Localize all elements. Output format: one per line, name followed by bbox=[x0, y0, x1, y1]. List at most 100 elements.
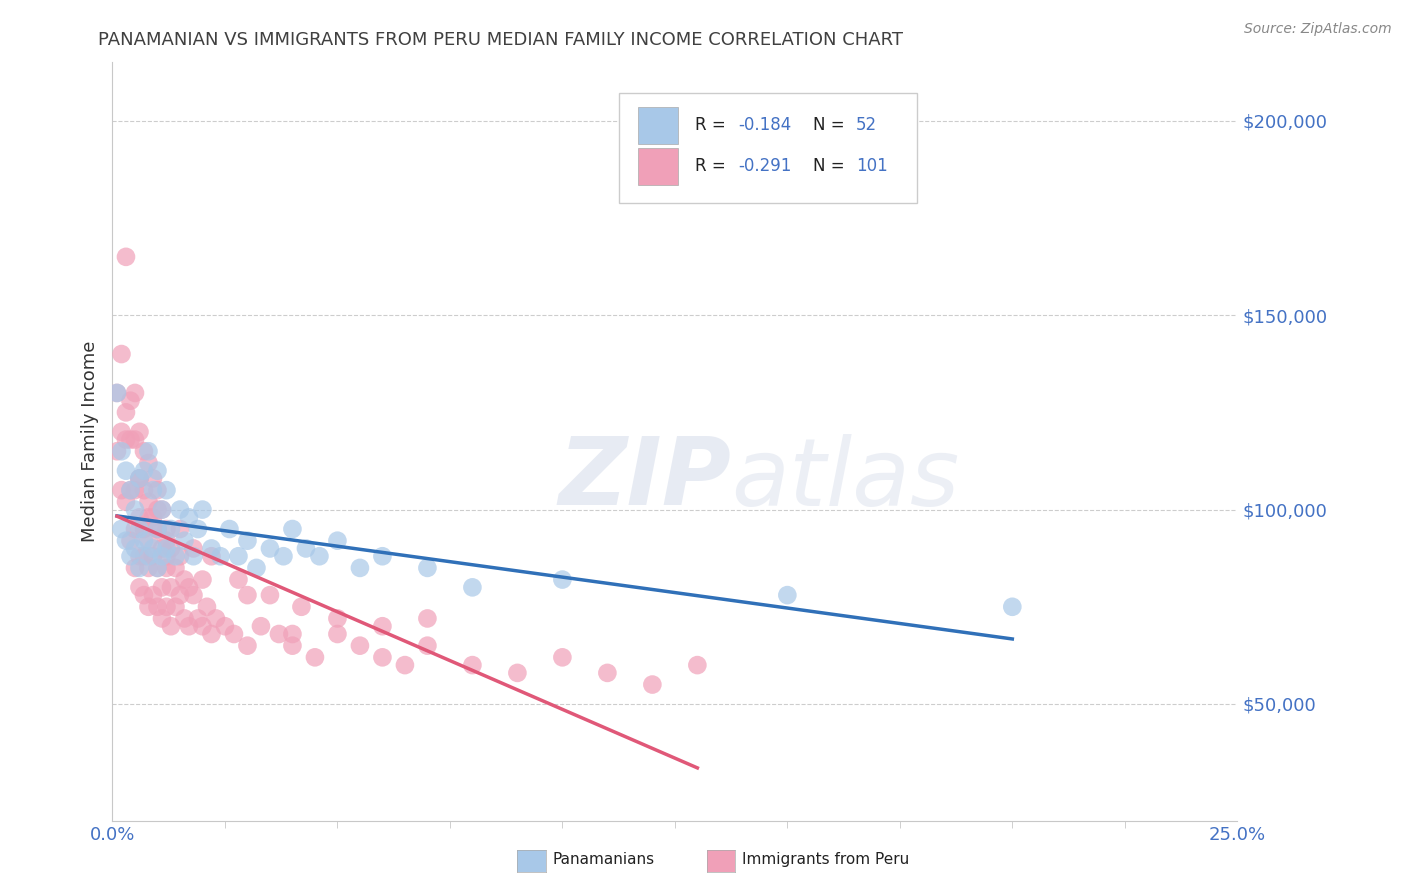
Point bbox=[128, 510, 150, 524]
Point bbox=[128, 580, 150, 594]
Point bbox=[236, 533, 259, 548]
Point bbox=[115, 250, 138, 264]
Point bbox=[146, 561, 169, 575]
Point bbox=[120, 533, 142, 548]
Point bbox=[169, 502, 191, 516]
Point bbox=[173, 611, 195, 625]
Point bbox=[115, 533, 138, 548]
Point bbox=[596, 665, 619, 680]
Text: Panamanians: Panamanians bbox=[553, 853, 655, 867]
Point bbox=[110, 483, 132, 497]
Point bbox=[138, 561, 160, 575]
Point bbox=[169, 588, 191, 602]
Text: Immigrants from Peru: Immigrants from Peru bbox=[742, 853, 910, 867]
Point bbox=[124, 483, 146, 497]
Point bbox=[124, 561, 146, 575]
Point bbox=[146, 502, 169, 516]
Point bbox=[160, 522, 183, 536]
Point bbox=[259, 588, 281, 602]
Point bbox=[228, 573, 250, 587]
Point bbox=[110, 444, 132, 458]
Point bbox=[160, 541, 183, 556]
Point bbox=[195, 599, 218, 614]
Point bbox=[128, 522, 150, 536]
Point bbox=[155, 541, 177, 556]
Point bbox=[142, 541, 165, 556]
Point bbox=[138, 549, 160, 564]
Point bbox=[132, 522, 155, 536]
Point bbox=[200, 549, 222, 564]
Point bbox=[281, 627, 304, 641]
Point bbox=[155, 561, 177, 575]
Point bbox=[160, 580, 183, 594]
Point bbox=[146, 561, 169, 575]
Point bbox=[150, 502, 173, 516]
Point bbox=[290, 599, 312, 614]
Point bbox=[228, 549, 250, 564]
Point bbox=[326, 611, 349, 625]
Point bbox=[138, 456, 160, 470]
Point bbox=[150, 549, 173, 564]
Point bbox=[146, 483, 169, 497]
Bar bbox=[638, 148, 678, 185]
Point bbox=[128, 471, 150, 485]
Point bbox=[177, 510, 200, 524]
Point bbox=[115, 464, 138, 478]
Point bbox=[146, 464, 169, 478]
Point bbox=[371, 650, 394, 665]
Point bbox=[295, 541, 318, 556]
Point bbox=[416, 561, 439, 575]
Point bbox=[128, 471, 150, 485]
Point bbox=[132, 483, 155, 497]
Point bbox=[105, 386, 128, 401]
Point bbox=[165, 549, 187, 564]
Point bbox=[326, 533, 349, 548]
Point bbox=[146, 599, 169, 614]
Text: N =: N = bbox=[813, 116, 851, 135]
Point bbox=[155, 522, 177, 536]
Point bbox=[110, 425, 132, 439]
Point bbox=[138, 533, 160, 548]
Text: N =: N = bbox=[813, 157, 851, 176]
Point bbox=[281, 522, 304, 536]
Point bbox=[115, 433, 138, 447]
Point bbox=[115, 405, 138, 419]
Point bbox=[641, 677, 664, 691]
Point bbox=[461, 658, 484, 673]
Point bbox=[177, 619, 200, 633]
Text: 52: 52 bbox=[856, 116, 877, 135]
Point bbox=[273, 549, 295, 564]
Point bbox=[105, 444, 128, 458]
Point bbox=[132, 533, 155, 548]
Point bbox=[155, 549, 177, 564]
Point bbox=[128, 425, 150, 439]
Point bbox=[191, 573, 214, 587]
Text: ZIP: ZIP bbox=[558, 434, 731, 525]
Point bbox=[138, 495, 160, 509]
Point bbox=[250, 619, 273, 633]
Point bbox=[120, 393, 142, 408]
Point bbox=[200, 627, 222, 641]
Text: 101: 101 bbox=[856, 157, 887, 176]
Point bbox=[371, 549, 394, 564]
Point bbox=[132, 549, 155, 564]
Point bbox=[165, 561, 187, 575]
Point bbox=[304, 650, 326, 665]
Point bbox=[200, 541, 222, 556]
Point bbox=[349, 561, 371, 575]
Point bbox=[308, 549, 330, 564]
Point bbox=[245, 561, 267, 575]
Point bbox=[551, 650, 574, 665]
Point bbox=[686, 658, 709, 673]
Point bbox=[349, 639, 371, 653]
Point bbox=[142, 588, 165, 602]
Point bbox=[416, 639, 439, 653]
Bar bbox=[638, 107, 678, 144]
Point bbox=[128, 549, 150, 564]
Text: PANAMANIAN VS IMMIGRANTS FROM PERU MEDIAN FAMILY INCOME CORRELATION CHART: PANAMANIAN VS IMMIGRANTS FROM PERU MEDIA… bbox=[98, 31, 904, 49]
Point bbox=[120, 483, 142, 497]
Text: R =: R = bbox=[695, 157, 731, 176]
Point bbox=[776, 588, 799, 602]
Point bbox=[183, 588, 205, 602]
Point bbox=[173, 573, 195, 587]
